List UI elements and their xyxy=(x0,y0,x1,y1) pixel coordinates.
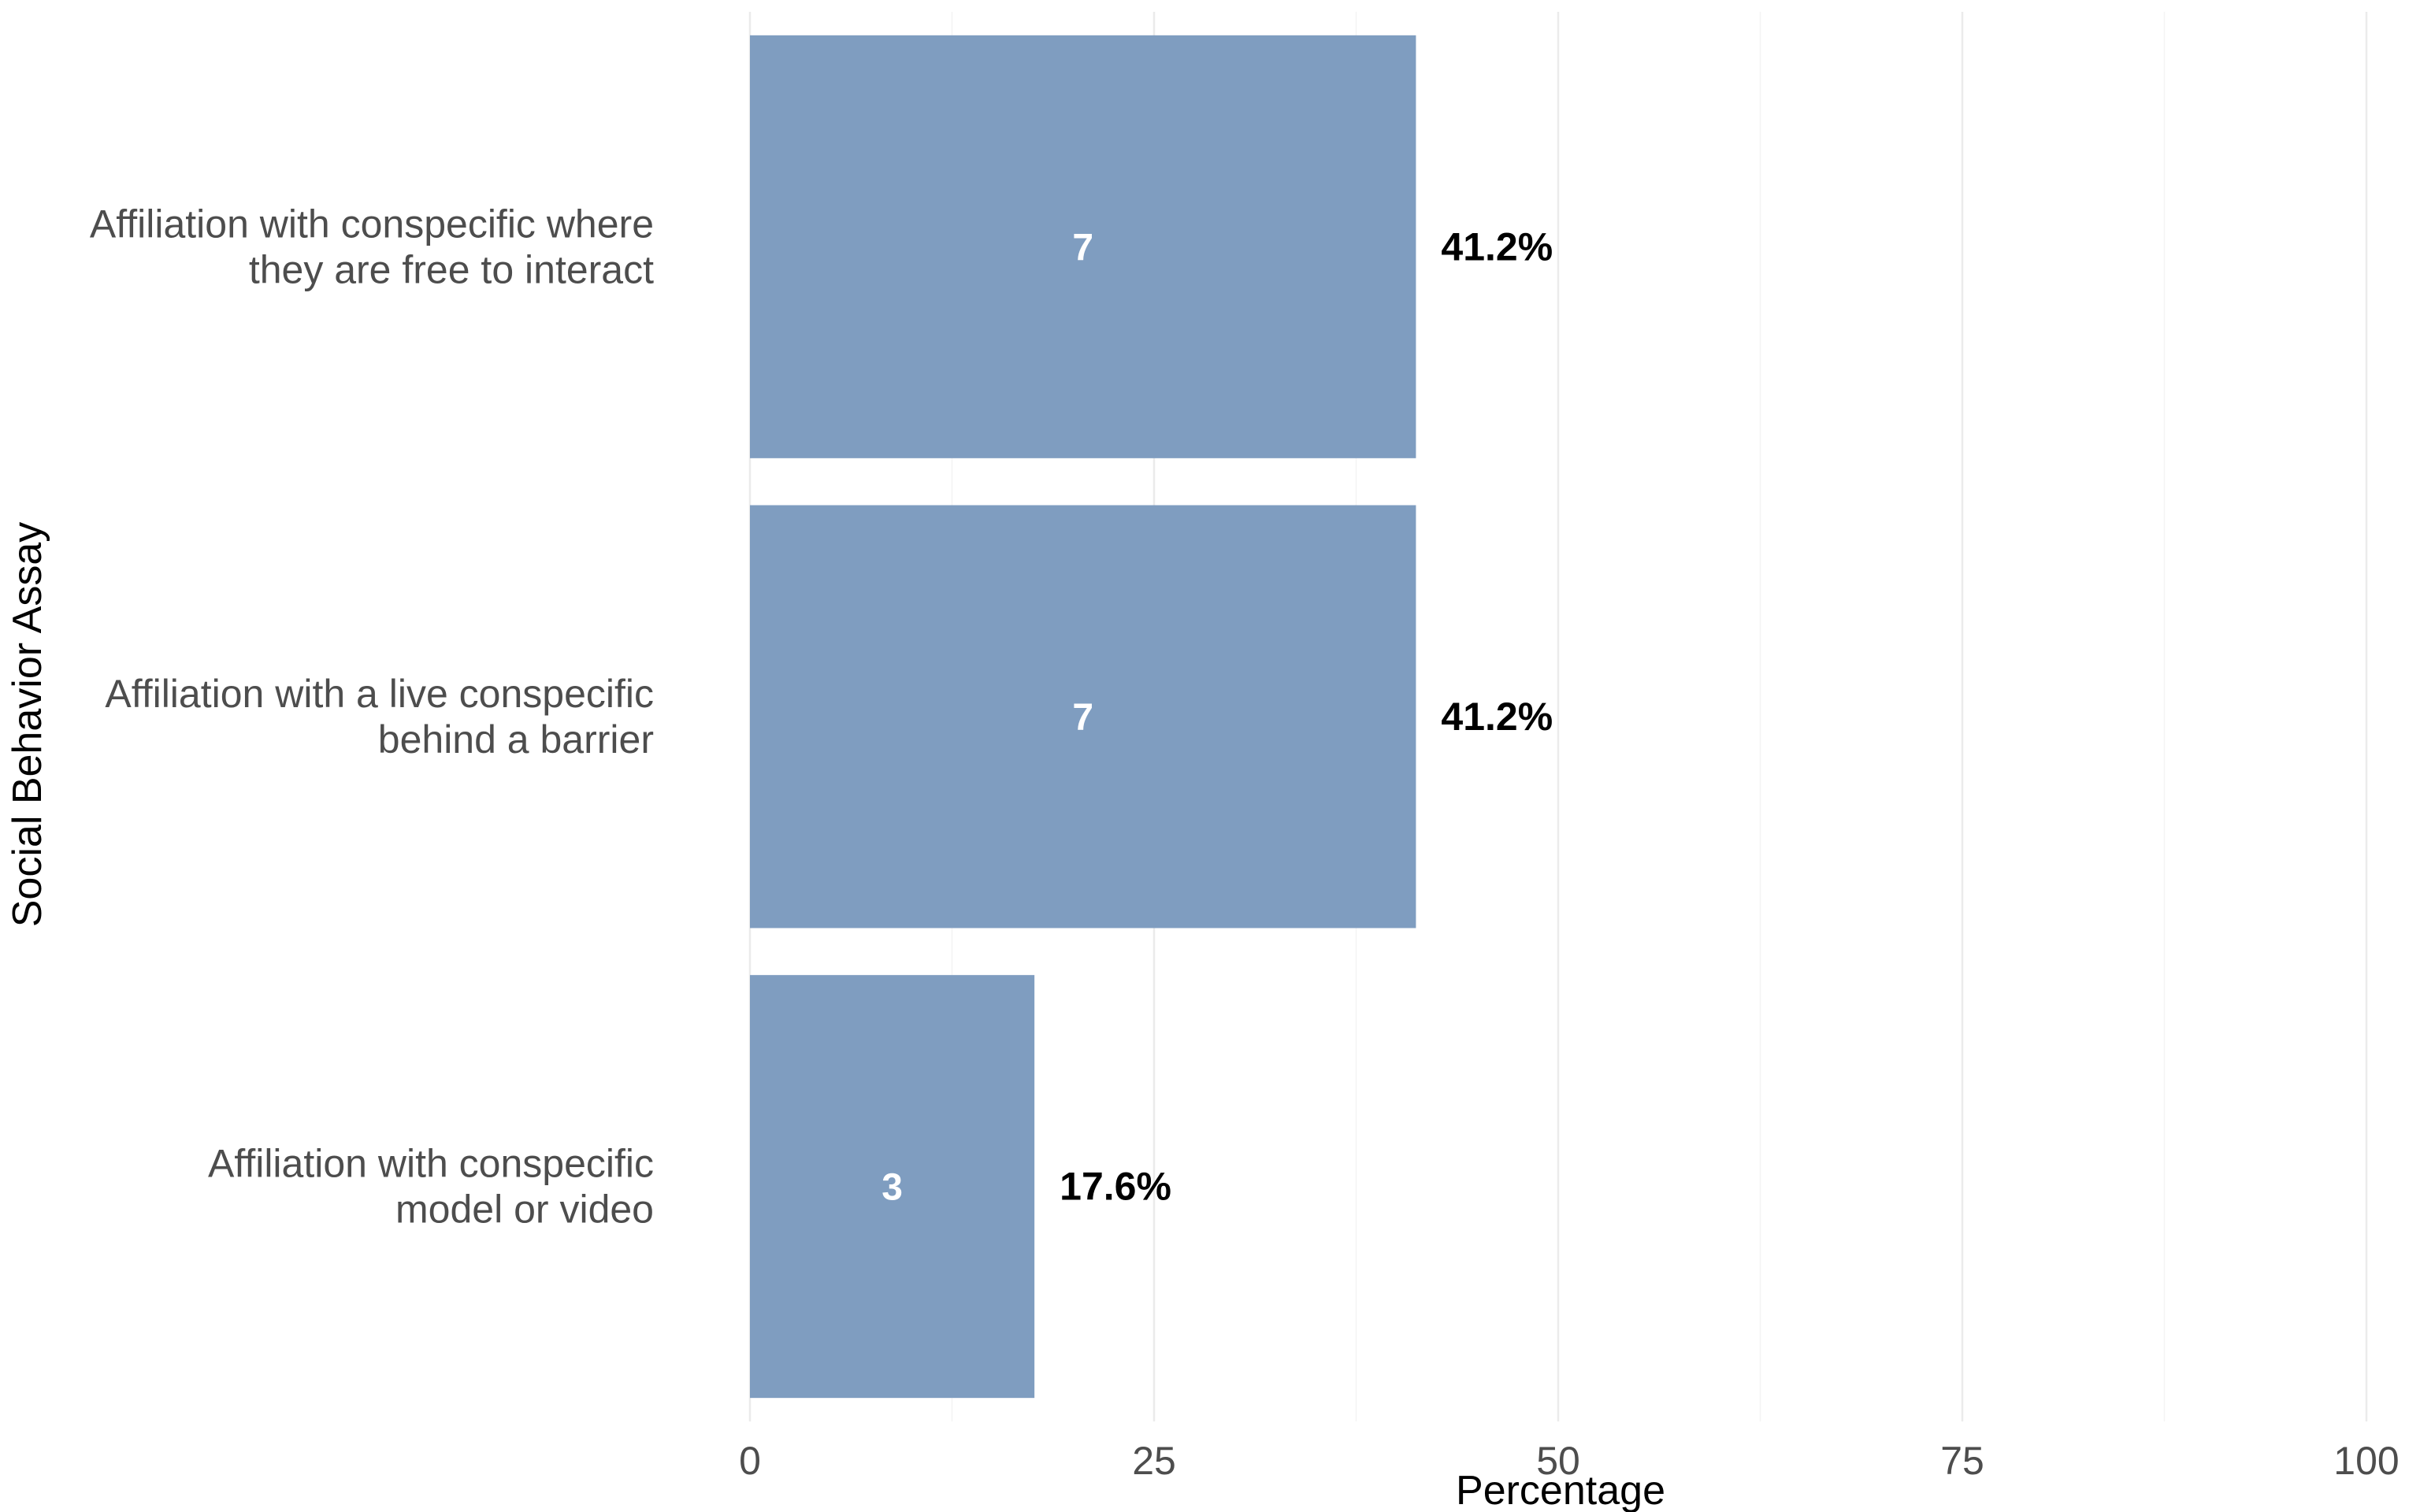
bar-layer xyxy=(750,35,1416,1399)
y-category-label: Affiliation with a live conspecific behin… xyxy=(105,672,654,762)
bar xyxy=(750,505,1416,928)
bar-percent-label: 41.2% xyxy=(1441,695,1553,739)
x-tick-label: 100 xyxy=(2333,1439,2399,1483)
x-axis-title: Percentage xyxy=(1456,1468,1665,1512)
x-tick-label: 0 xyxy=(739,1439,761,1483)
y-category-label-line: Affiliation with conspecific xyxy=(208,1142,654,1186)
y-category-label-line: Affiliation with a live conspecific xyxy=(105,672,654,716)
bar-count-label: 7 xyxy=(1072,227,1093,269)
y-axis-title: Social Behavior Assay xyxy=(5,522,50,928)
bar-percent-label: 17.6% xyxy=(1060,1165,1171,1209)
y-category-label-line: they are free to interact xyxy=(249,247,654,291)
bar xyxy=(750,975,1035,1399)
bar xyxy=(750,35,1416,458)
y-category-label-line: behind a barrier xyxy=(378,717,654,762)
y-category-label-line: Affiliation with conspecific where xyxy=(90,202,654,246)
bar-count-label: 7 xyxy=(1072,697,1093,739)
x-tick-label: 50 xyxy=(1536,1439,1580,1483)
x-tick-label: 25 xyxy=(1132,1439,1176,1483)
y-category-label-line: model or video xyxy=(395,1188,654,1232)
x-tick-label: 75 xyxy=(1940,1439,1984,1483)
label-layer: 7 41.2% Affiliation with conspecific where… xyxy=(90,202,1553,1231)
bar-count-label: 3 xyxy=(882,1167,903,1209)
y-category-label: Affiliation with conspecific model or vid… xyxy=(208,1142,654,1232)
x-tick-layer: 0 25 50 75 100 xyxy=(739,1439,2400,1483)
bar-percent-label: 41.2% xyxy=(1441,224,1553,269)
y-category-label: Affiliation with conspecific where they a… xyxy=(90,202,654,291)
